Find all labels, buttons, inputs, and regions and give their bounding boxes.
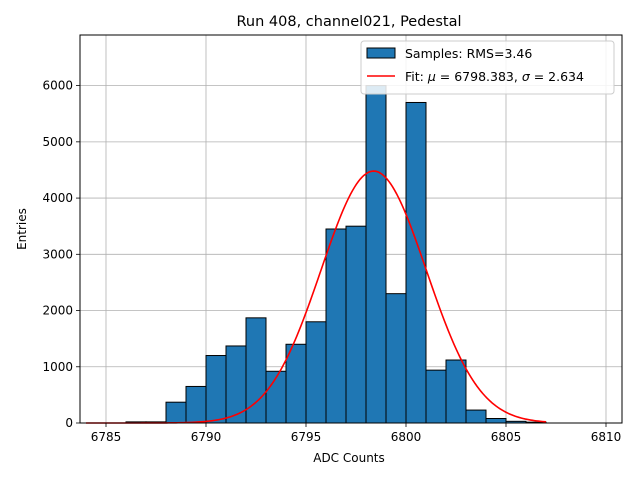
histogram-bar bbox=[285, 343, 307, 424]
y-tick-label: 3000 bbox=[42, 247, 73, 261]
x-tick-label: 6790 bbox=[191, 430, 222, 444]
y-tick-label: 2000 bbox=[42, 304, 73, 318]
histogram-bar bbox=[465, 409, 487, 424]
chart-title: Run 408, channel021, Pedestal bbox=[236, 14, 461, 30]
x-tick-label: 6795 bbox=[291, 430, 322, 444]
y-axis-ticks: 0 1000 2000 3000 4000 5000 6000 bbox=[42, 79, 80, 430]
histogram-bar bbox=[385, 293, 407, 424]
histogram-bars bbox=[125, 85, 547, 424]
histogram-bar bbox=[365, 85, 387, 424]
x-axis-ticks: 6785 6790 6795 6800 6805 6810 bbox=[91, 423, 622, 444]
histogram-bar bbox=[165, 401, 187, 424]
legend-box bbox=[360, 40, 615, 95]
x-tick-label: 6785 bbox=[91, 430, 122, 444]
y-tick-label: 1000 bbox=[42, 360, 73, 374]
histogram-bar bbox=[345, 225, 367, 424]
legend-label-fit: Fit: μ = 6798.383, σ = 2.634 bbox=[405, 69, 584, 84]
x-tick-label: 6810 bbox=[591, 430, 622, 444]
histogram-bar bbox=[205, 355, 227, 424]
y-tick-label: 5000 bbox=[42, 135, 73, 149]
histogram-bar bbox=[325, 228, 347, 424]
y-tick-label: 0 bbox=[65, 416, 73, 430]
plot-frame bbox=[79, 34, 623, 424]
histogram-bar bbox=[185, 385, 207, 424]
histogram-bar bbox=[305, 321, 327, 424]
legend: Samples: RMS=3.46 Fit: μ = 6798.383, σ =… bbox=[360, 40, 615, 95]
y-axis-label: Entries bbox=[15, 208, 29, 250]
y-tick-label: 6000 bbox=[42, 79, 73, 93]
legend-bar-swatch bbox=[366, 47, 396, 59]
x-axis-label: ADC Counts bbox=[313, 451, 385, 465]
histogram-bar bbox=[445, 359, 467, 424]
legend-label-samples: Samples: RMS=3.46 bbox=[405, 46, 532, 61]
x-tick-label: 6800 bbox=[391, 430, 422, 444]
histogram-bar bbox=[485, 418, 507, 424]
y-tick-label: 4000 bbox=[42, 191, 73, 205]
histogram-bar bbox=[425, 369, 447, 424]
x-tick-label: 6805 bbox=[491, 430, 522, 444]
